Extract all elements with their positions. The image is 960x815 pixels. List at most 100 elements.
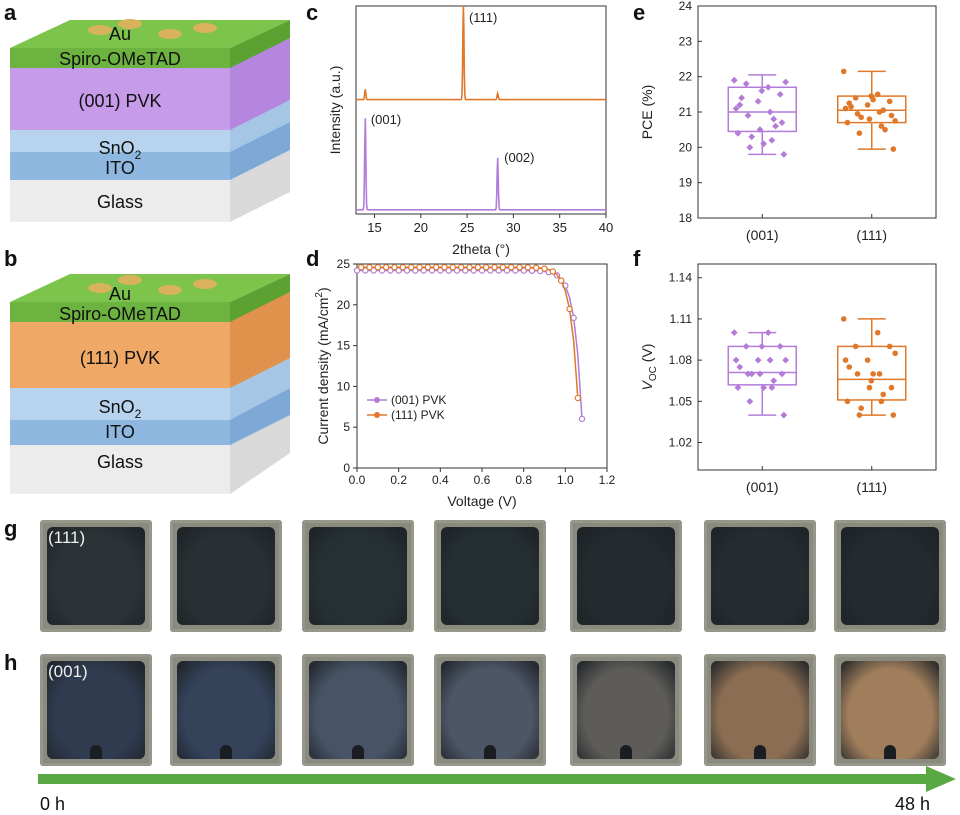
data-point (742, 80, 750, 88)
jv-chart: 0.0 0.2 0.4 0.6 0.8 1.0 1.2 0 5 10 15 20 25 Voltage (… (314, 257, 616, 509)
voc-boxplot: 1.02 1.05 1.08 1.11 1.14 (001) (111) VOC (V) (639, 263, 937, 495)
device-photo: (001) (40, 654, 152, 766)
data-point (770, 377, 778, 385)
data-point (852, 95, 859, 101)
jv-point (474, 264, 482, 271)
data-point (856, 130, 863, 136)
data-point (754, 98, 762, 105)
data-point (780, 151, 788, 158)
y-tick-label: 1.02 (669, 436, 693, 450)
x-tick-label: 0.6 (474, 473, 491, 487)
pce-boxplot: 18 19 20 21 22 23 24 (001) (111) PCE (%) (639, 0, 937, 243)
jv-point (482, 264, 490, 271)
y-tick-label: 20 (679, 140, 693, 154)
jv-point (374, 264, 382, 271)
xrd-chart: 15 20 25 30 35 40 2theta (°) Intensity (a.u.) (1… (327, 5, 613, 257)
data-point (764, 329, 772, 337)
box-iqr (836, 345, 907, 401)
data-point (866, 384, 873, 391)
device-photo-film (577, 661, 675, 759)
box-iqr (727, 86, 798, 133)
layer-label-glass: Glass (97, 452, 143, 472)
x-tick-label: 20 (414, 220, 428, 235)
data-point (776, 343, 784, 350)
legend-label: (001) PVK (391, 393, 446, 407)
y-tick-label: 20 (337, 298, 351, 312)
data-point (758, 87, 766, 95)
jv-point (382, 264, 390, 271)
legend-label: (111) PVK (391, 408, 445, 422)
data-point (886, 343, 893, 350)
x-tick-label: 0.0 (349, 473, 366, 487)
panel-label-e: e (633, 0, 646, 25)
panel-label-b: b (4, 246, 18, 271)
device-photo-film (177, 527, 275, 625)
data-point (746, 143, 754, 151)
x-tick-label: 25 (460, 220, 474, 235)
data-point (748, 133, 756, 141)
device-photo (170, 520, 282, 632)
data-point (730, 329, 738, 337)
x-axis-label: Voltage (V) (447, 493, 516, 509)
y-axis-label: Intensity (a.u.) (327, 66, 343, 155)
layer-label-pvk: (001) PVK (78, 91, 161, 111)
panel-label-h: h (4, 650, 18, 675)
contact-notch (884, 745, 896, 759)
device-stack-111: Au Spiro-OMeTAD (111) PVK SnO2 ITO Glass (10, 274, 290, 494)
data-point (882, 126, 888, 133)
device-photo (434, 520, 546, 632)
device-photo (834, 654, 946, 766)
data-point (888, 112, 895, 119)
contact-notch (90, 745, 102, 759)
data-point (890, 412, 897, 418)
contact-notch (484, 745, 496, 759)
device-photo (704, 654, 816, 766)
data-point (766, 108, 774, 116)
layer-label-spiro: Spiro-OMeTAD (59, 304, 181, 324)
data-point (890, 146, 897, 152)
svg-text:SnO2: SnO2 (99, 138, 142, 162)
plot-frame (355, 5, 607, 215)
data-point (770, 115, 778, 123)
data-point (744, 112, 752, 119)
layer-label-pvk: (111) PVK (80, 348, 160, 368)
y-tick-label: 21 (679, 105, 693, 119)
data-point (870, 371, 876, 377)
jv-point (499, 264, 507, 271)
device-photo (302, 520, 414, 632)
x-tick-label: 1.2 (599, 473, 616, 487)
y-tick-label: 22 (679, 70, 693, 84)
time-start-label: 0 h (40, 794, 65, 814)
device-photo-film (47, 661, 145, 759)
layer-label-glass: Glass (97, 192, 143, 212)
y-tick-label: 1.05 (669, 394, 693, 408)
peak-label-002: (002) (504, 150, 534, 165)
device-photo-film (441, 661, 539, 759)
x-tick-label: 35 (552, 220, 566, 235)
data-point (864, 357, 871, 363)
contact-notch (754, 745, 766, 759)
row-label: (111) (48, 528, 86, 547)
jv-point (566, 305, 573, 313)
jv-point (557, 277, 565, 284)
data-point (842, 105, 849, 112)
data-point (782, 78, 790, 86)
data-point (870, 96, 876, 103)
device-photo (570, 654, 682, 766)
x-category-label: (111) (856, 227, 887, 243)
x-tick-label: 0.2 (390, 473, 407, 487)
y-axis-label: Current density (mA/cm2) (314, 287, 331, 444)
data-point (886, 98, 893, 105)
data-point (876, 371, 883, 377)
data-point (780, 411, 788, 419)
device-photo-film (441, 527, 539, 625)
peak-label-001: (001) (371, 112, 401, 127)
y-axis-label: PCE (%) (639, 85, 655, 139)
legend-marker (374, 412, 380, 418)
device-photo-film (711, 661, 809, 759)
device-photo-film (577, 527, 675, 625)
jv-point (391, 264, 398, 271)
data-point (778, 370, 786, 378)
jv-point (570, 314, 577, 322)
data-point (844, 119, 851, 126)
